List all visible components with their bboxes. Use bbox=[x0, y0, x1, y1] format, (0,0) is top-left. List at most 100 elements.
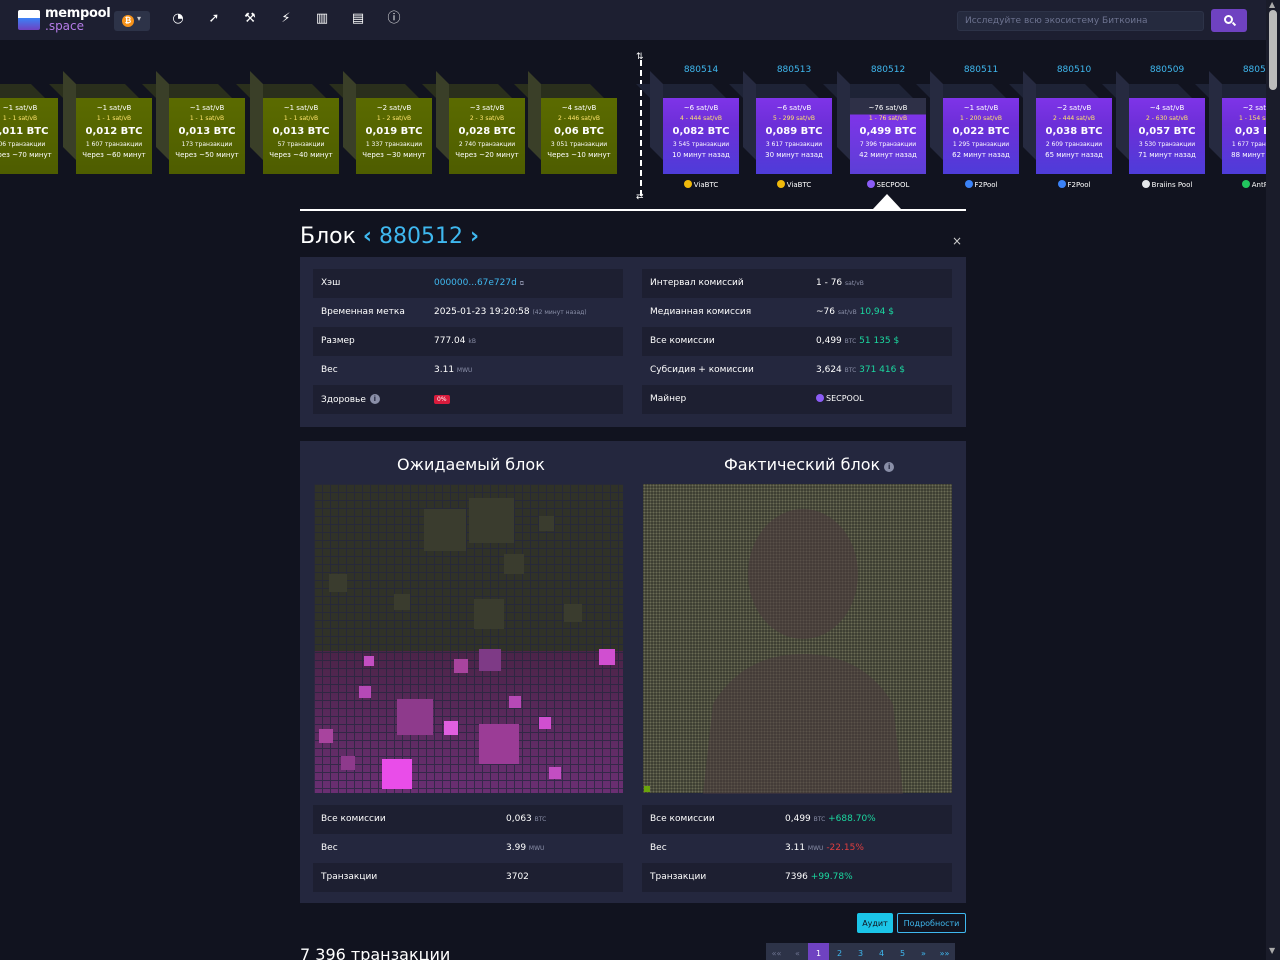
bitcoin-icon: ₿ bbox=[122, 15, 134, 27]
mempool-block[interactable]: ~1 sat/vB 1 - 1 sat/vB 0,013 BTC 57 транзак… bbox=[236, 71, 339, 174]
prev-block-icon[interactable]: ‹ bbox=[362, 224, 372, 249]
mempool-block[interactable]: ~1 sat/vB 1 - 1 sat/vB 0,012 BTC 1 607 тран… bbox=[49, 71, 152, 174]
mempool-block[interactable]: ~4 sat/vB 2 - 446 sat/vB 0,06 BTC 3 051 тра… bbox=[514, 71, 617, 174]
mempool-block[interactable]: ~1 sat/vB 1 - 1 sat/vB 0,013 BTC 173 транза… bbox=[142, 71, 245, 174]
pagination-page[interactable]: 1 bbox=[808, 943, 829, 960]
dashboard-icon[interactable]: ◔ bbox=[172, 11, 184, 26]
detail-row-median-fee: Медианная комиссия ~76 sat/vB 10,94 $ bbox=[650, 307, 894, 317]
network-selector-button[interactable]: ₿ ▾ bbox=[114, 11, 150, 31]
block-median-fee: ~6 sat/vB bbox=[776, 104, 812, 112]
miner-link[interactable]: SECPOOL bbox=[816, 394, 864, 403]
block-tx-count: 3 051 транзакции bbox=[550, 141, 608, 148]
block-pool-link[interactable]: ViaBTC bbox=[749, 180, 839, 189]
mempool-block[interactable]: ~2 sat/vB 1 - 2 sat/vB 0,019 BTC 1 337 тран… bbox=[329, 71, 432, 174]
mined-block[interactable]: ~2 sat/vB 1 - 154 sat/vB 0,03 BTC 1 677 тра… bbox=[1195, 71, 1266, 174]
block-height: 880512 bbox=[378, 224, 463, 249]
pool-icon bbox=[866, 180, 875, 188]
block-eta: Через ~70 минут bbox=[0, 151, 52, 159]
next-block-icon[interactable]: › bbox=[469, 224, 480, 249]
block-tx-count: 1 607 транзакции bbox=[85, 141, 143, 148]
scroll-down-icon[interactable]: ▼ bbox=[1269, 946, 1276, 955]
secpool-icon bbox=[816, 394, 824, 402]
search-icon bbox=[1224, 15, 1233, 24]
pagination-page[interactable]: « bbox=[787, 943, 808, 960]
pagination-page[interactable]: 4 bbox=[871, 943, 892, 960]
swap-arrows-icon[interactable]: ⇄ bbox=[636, 192, 644, 202]
block-fee-range: 1 - 1 sat/vB bbox=[283, 115, 319, 122]
block-pool-link[interactable]: ViaBTC bbox=[656, 180, 746, 189]
close-icon[interactable]: × bbox=[952, 234, 963, 248]
block-fee-range: 4 - 444 sat/vB bbox=[680, 115, 722, 122]
block-total-fees: 0,012 BTC bbox=[85, 126, 143, 137]
mined-block[interactable]: ~1 sat/vB 1 - 200 sat/vB 0,022 BTC 1 295 тр… bbox=[916, 71, 1019, 174]
block-fee-range: 1 - 200 sat/vB bbox=[960, 115, 1002, 122]
info-icon[interactable]: i bbox=[369, 394, 380, 404]
block-median-fee: ~1 sat/vB bbox=[189, 104, 225, 112]
rocket-icon[interactable]: ➚ bbox=[208, 11, 220, 26]
block-pool-link[interactable]: Braiins Pool bbox=[1122, 180, 1212, 189]
pool-icon bbox=[1241, 180, 1250, 188]
mempool-block[interactable]: ~3 sat/vB 2 - 3 sat/vB 0,028 BTC 2 740 тран… bbox=[422, 71, 525, 174]
block-hash-link[interactable]: 000000...67e727d bbox=[434, 278, 517, 288]
mined-block[interactable]: ~2 sat/vB 2 - 444 sat/vB 0,038 BTC 2 609 тр… bbox=[1009, 71, 1112, 174]
info-icon[interactable]: i bbox=[884, 462, 895, 472]
block-fee-range: 2 - 446 sat/vB bbox=[558, 115, 600, 122]
block-tx-count: 3 530 транзакции bbox=[1138, 141, 1196, 148]
info-icon[interactable]: ⓘ bbox=[387, 11, 401, 26]
docs-icon[interactable]: ▤ bbox=[351, 11, 365, 26]
mempool-logo-icon bbox=[18, 10, 40, 30]
detail-row-size: Размер 777.04 kB bbox=[313, 327, 623, 356]
search-button[interactable] bbox=[1211, 9, 1247, 32]
scroll-up-icon[interactable]: ▲ bbox=[1269, 0, 1276, 9]
mined-block[interactable]: ~4 sat/vB 2 - 630 sat/vB 0,057 BTC 3 530 тр… bbox=[1102, 71, 1205, 174]
block-total-fees: 0,013 BTC bbox=[272, 126, 330, 137]
audit-button[interactable]: Аудит bbox=[857, 913, 893, 933]
details-button[interactable]: Подробности bbox=[897, 913, 966, 933]
block-height-link[interactable]: 880509 bbox=[1149, 65, 1185, 75]
block-pool-link[interactable]: F2Pool bbox=[936, 180, 1026, 189]
copy-icon[interactable]: ⧉ bbox=[519, 280, 524, 287]
block-height-link[interactable]: 880511 bbox=[963, 65, 999, 75]
expected-stat-weight: Вес 3.99 MWU bbox=[321, 843, 545, 853]
block-pool-link[interactable]: AntPool bbox=[1215, 180, 1266, 189]
block-total-fees: 0,013 BTC bbox=[178, 126, 236, 137]
swap-arrows-icon[interactable]: ⇅ bbox=[636, 52, 644, 62]
pagination-page[interactable]: » bbox=[913, 943, 934, 960]
mempool-block[interactable]: ~1 sat/vB 1 - 1 sat/vB 0,011 BTC 106 транза… bbox=[0, 84, 58, 174]
block-pool-link[interactable]: SECPOOL bbox=[843, 180, 933, 189]
block-height-link[interactable]: 880508 bbox=[1242, 65, 1266, 75]
pagination-page[interactable]: «« bbox=[766, 943, 787, 960]
block-pool-link[interactable]: F2Pool bbox=[1029, 180, 1119, 189]
chart-icon[interactable]: ▥ bbox=[315, 11, 329, 26]
actual-stat-weight: Вес 3.11 MWU -22.15% bbox=[650, 843, 864, 853]
pagination-page[interactable]: 2 bbox=[829, 943, 850, 960]
actual-block-treemap[interactable] bbox=[643, 484, 952, 794]
block-median-fee: ~1 sat/vB bbox=[963, 104, 999, 112]
block-fee-range: 2 - 3 sat/vB bbox=[469, 115, 505, 122]
block-tx-count: 173 транзакции bbox=[181, 141, 233, 148]
pagination-page[interactable]: 3 bbox=[850, 943, 871, 960]
block-eta: Через ~10 минут bbox=[547, 151, 611, 159]
block-median-fee: ~1 sat/vB bbox=[96, 104, 132, 112]
scroll-thumb[interactable] bbox=[1269, 10, 1277, 90]
hammer-icon[interactable]: ⚒ bbox=[244, 11, 256, 26]
mined-block[interactable]: ~6 sat/vB 4 - 444 sat/vB 0,082 BTC 3 545 тр… bbox=[636, 71, 739, 174]
block-height-link[interactable]: 880514 bbox=[683, 65, 719, 75]
search-input[interactable] bbox=[957, 11, 1204, 31]
mempool-logo[interactable]: mempool .space bbox=[18, 6, 111, 33]
mined-block[interactable]: ~76 sat/vB 1 - 76 sat/vB 0,499 BTC 7 396 тр… bbox=[823, 71, 926, 174]
block-tx-count: 3 617 транзакции bbox=[765, 141, 823, 148]
block-eta: Через ~30 минут bbox=[362, 151, 426, 159]
block-height-link[interactable]: 880513 bbox=[776, 65, 812, 75]
pagination-page[interactable]: »» bbox=[934, 943, 955, 960]
health-badge: 0% bbox=[434, 395, 450, 404]
page-scrollbar[interactable]: ▲ ▼ bbox=[1266, 0, 1280, 960]
mined-block[interactable]: ~6 sat/vB 5 - 299 sat/vB 0,089 BTC 3 617 тр… bbox=[729, 71, 832, 174]
pagination-page[interactable]: 5 bbox=[892, 943, 913, 960]
block-height-link[interactable]: 880510 bbox=[1056, 65, 1092, 75]
block-eta: Через ~50 минут bbox=[175, 151, 239, 159]
mempool-divider bbox=[640, 60, 642, 200]
block-height-link[interactable]: 880512 bbox=[870, 65, 906, 75]
expected-block-treemap[interactable] bbox=[314, 484, 623, 793]
lightning-icon[interactable]: ⚡ bbox=[281, 11, 291, 26]
